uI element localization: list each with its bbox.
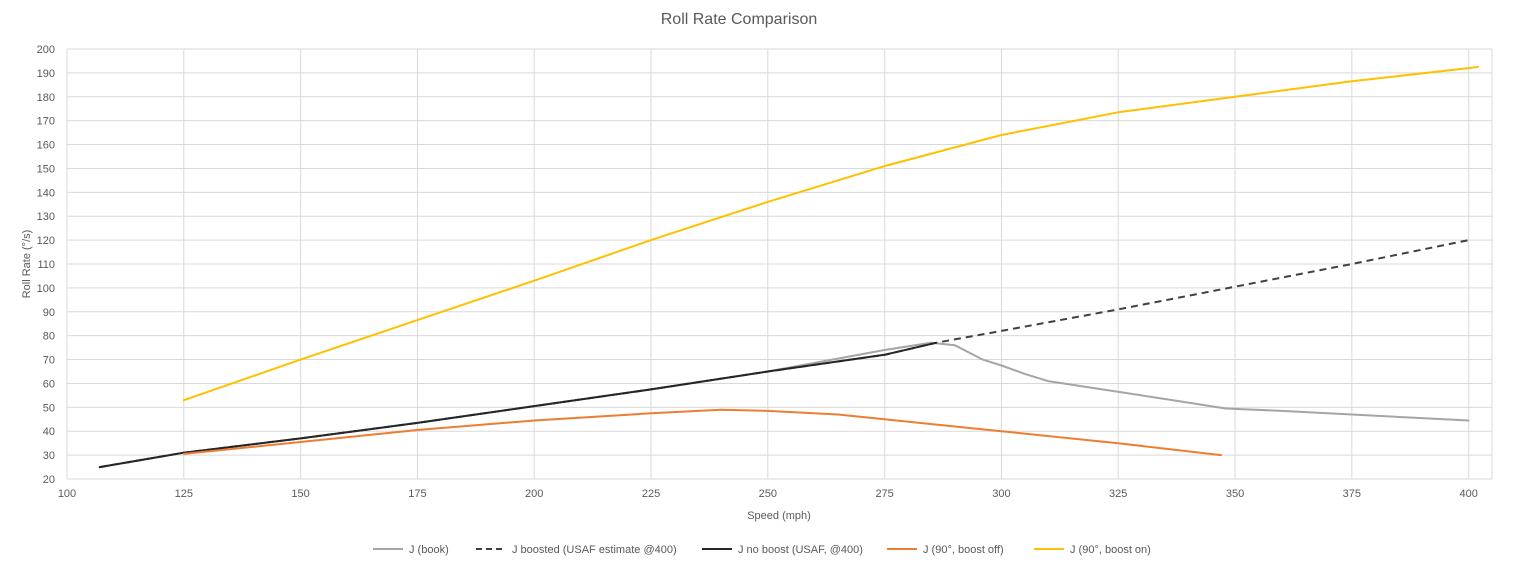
y-tick-label: 160	[37, 140, 55, 152]
y-tick-label: 130	[37, 211, 55, 223]
y-tick-label: 190	[37, 68, 55, 80]
x-tick-label: 225	[642, 488, 660, 500]
x-axis-label: Speed (mph)	[747, 510, 811, 522]
gridlines	[66, 48, 1493, 480]
legend-label: J boosted (USAF estimate @400)	[512, 544, 677, 556]
y-tick-label: 140	[37, 187, 55, 199]
x-tick-label: 350	[1226, 488, 1244, 500]
x-tick-label: 175	[408, 488, 426, 500]
series-line-5	[182, 65, 1479, 402]
y-tick-label: 150	[37, 163, 55, 175]
y-axis-label: Roll Rate (°/s)	[21, 230, 33, 299]
x-tick-label: 100	[58, 488, 76, 500]
y-tick-label: 20	[43, 474, 55, 486]
x-tick-label: 400	[1459, 488, 1477, 500]
x-tick-label: 150	[291, 488, 309, 500]
y-tick-label: 170	[37, 116, 55, 128]
legend-label: J (book)	[409, 544, 449, 556]
legend: J (book) J boosted (USAF estimate @400) J …	[373, 544, 1151, 556]
x-tick-label: 275	[875, 488, 893, 500]
y-tick-label: 80	[43, 331, 55, 343]
y-tick-label: 120	[37, 235, 55, 247]
y-tick-label: 70	[43, 355, 55, 367]
chart-title: Roll Rate Comparison	[661, 11, 818, 28]
y-tick-label: 50	[43, 402, 55, 414]
series-line-3	[98, 341, 937, 469]
x-tick-label: 125	[175, 488, 193, 500]
y-tick-label: 200	[37, 44, 55, 56]
y-tick-label: 60	[43, 378, 55, 390]
y-tick-label: 90	[43, 307, 55, 319]
y-tick-label: 110	[37, 259, 55, 271]
x-tick-label: 300	[992, 488, 1010, 500]
y-tick-label: 180	[37, 92, 55, 104]
legend-label: J (90°, boost off)	[923, 544, 1004, 556]
legend-label: J (90°, boost on)	[1070, 544, 1151, 556]
y-tick-label: 40	[43, 426, 55, 438]
x-tick-label: 325	[1109, 488, 1127, 500]
series-lines	[98, 65, 1479, 469]
legend-label: J no boost (USAF, @400)	[738, 544, 863, 556]
x-tick-label: 375	[1343, 488, 1361, 500]
axes: 20 30 40 50 60 70 80 90 100 110 120 130 140 150 160 170…	[37, 44, 1478, 500]
y-tick-label: 100	[37, 283, 55, 295]
x-tick-label: 250	[759, 488, 777, 500]
x-tick-label: 200	[525, 488, 543, 500]
y-tick-label: 30	[43, 450, 55, 462]
series-line-4	[182, 408, 1222, 457]
